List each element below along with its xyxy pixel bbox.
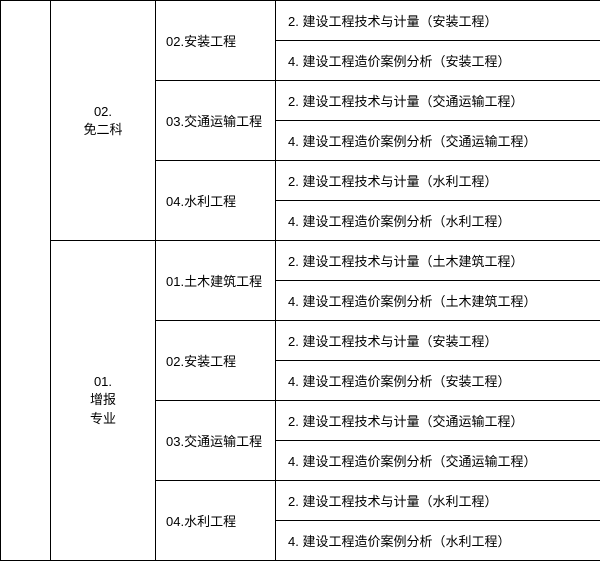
level-cell: 01. 增报 专业 — [51, 241, 156, 561]
spec-cell: 01.土木建筑工程 — [156, 241, 276, 321]
subject-text: 2. 建设工程技术与计量（交通运输工程） — [288, 414, 523, 429]
spec-name: 土木建筑工程 — [184, 274, 262, 289]
subject-cell: 4. 建设工程造价案例分析（水利工程） — [276, 201, 600, 241]
spec-code: 03. — [166, 114, 184, 129]
spec-code: 02. — [166, 34, 184, 49]
subject-cell: 4. 建设工程造价案例分析（安装工程） — [276, 361, 600, 401]
spec-cell: 02.安装工程 — [156, 1, 276, 81]
subject-cell: 4. 建设工程造价案例分析（水利工程） — [276, 521, 600, 561]
level-name-line1: 增报 — [90, 392, 116, 407]
subject-text: 4. 建设工程造价案例分析（安装工程） — [288, 54, 510, 69]
subject-text: 2. 建设工程技术与计量（水利工程） — [288, 174, 497, 189]
subject-cell: 4. 建设工程造价案例分析（土木建筑工程） — [276, 281, 600, 321]
spec-name: 交通运输工程 — [184, 114, 262, 129]
spec-cell: 02.安装工程 — [156, 321, 276, 401]
subject-text: 2. 建设工程技术与计量（安装工程） — [288, 14, 497, 29]
spec-code: 02. — [166, 354, 184, 369]
spec-cell: 04.水利工程 — [156, 481, 276, 561]
subject-cell: 2. 建设工程技术与计量（土木建筑工程） — [276, 241, 600, 281]
spec-cell: 03.交通运输工程 — [156, 81, 276, 161]
spec-name: 水利工程 — [184, 514, 236, 529]
level-cell: 02. 免二科 — [51, 1, 156, 241]
subject-cell: 2. 建设工程技术与计量（交通运输工程） — [276, 81, 600, 121]
spec-name: 交通运输工程 — [184, 434, 262, 449]
spec-code: 04. — [166, 514, 184, 529]
subject-cell: 4. 建设工程造价案例分析（交通运输工程） — [276, 121, 600, 161]
subject-cell: 2. 建设工程技术与计量（安装工程） — [276, 1, 600, 41]
table-row: 02. 免二科 02.安装工程 2. 建设工程技术与计量（安装工程） — [1, 1, 600, 41]
subject-text: 4. 建设工程造价案例分析（交通运输工程） — [288, 454, 536, 469]
level-name: 免二科 — [83, 122, 122, 137]
spec-code: 03. — [166, 434, 184, 449]
level-code: 01. — [94, 374, 112, 389]
spec-code: 04. — [166, 194, 184, 209]
subject-cell: 2. 建设工程技术与计量（安装工程） — [276, 321, 600, 361]
spec-name: 水利工程 — [184, 194, 236, 209]
subject-cell: 2. 建设工程技术与计量（水利工程） — [276, 161, 600, 201]
subject-cell: 4. 建设工程造价案例分析（安装工程） — [276, 41, 600, 81]
subject-text: 4. 建设工程造价案例分析（交通运输工程） — [288, 134, 536, 149]
subject-cell: 2. 建设工程技术与计量（交通运输工程） — [276, 401, 600, 441]
subject-text: 4. 建设工程造价案例分析（水利工程） — [288, 534, 510, 549]
spec-name: 安装工程 — [184, 34, 236, 49]
subject-text: 4. 建设工程造价案例分析（安装工程） — [288, 374, 510, 389]
subject-text: 2. 建设工程技术与计量（土木建筑工程） — [288, 254, 523, 269]
level-code: 02. — [94, 104, 112, 119]
subject-cell: 4. 建设工程造价案例分析（交通运输工程） — [276, 441, 600, 481]
table-row: 01. 增报 专业 01.土木建筑工程 2. 建设工程技术与计量（土木建筑工程） — [1, 241, 600, 281]
subject-text: 2. 建设工程技术与计量（交通运输工程） — [288, 94, 523, 109]
subject-cell: 2. 建设工程技术与计量（水利工程） — [276, 481, 600, 521]
spec-cell: 04.水利工程 — [156, 161, 276, 241]
level-name-line2: 专业 — [90, 411, 116, 426]
subject-text: 2. 建设工程技术与计量（水利工程） — [288, 494, 497, 509]
spec-name: 安装工程 — [184, 354, 236, 369]
subject-text: 4. 建设工程造价案例分析（水利工程） — [288, 214, 510, 229]
exam-table-container: 02. 免二科 02.安装工程 2. 建设工程技术与计量（安装工程） 4. 建设… — [0, 0, 600, 561]
exam-table: 02. 免二科 02.安装工程 2. 建设工程技术与计量（安装工程） 4. 建设… — [0, 0, 600, 561]
subject-text: 4. 建设工程造价案例分析（土木建筑工程） — [288, 294, 536, 309]
spec-code: 01. — [166, 274, 184, 289]
table-body: 02. 免二科 02.安装工程 2. 建设工程技术与计量（安装工程） 4. 建设… — [1, 1, 600, 561]
spec-cell: 03.交通运输工程 — [156, 401, 276, 481]
subject-text: 2. 建设工程技术与计量（安装工程） — [288, 334, 497, 349]
empty-left-cell — [1, 1, 51, 561]
